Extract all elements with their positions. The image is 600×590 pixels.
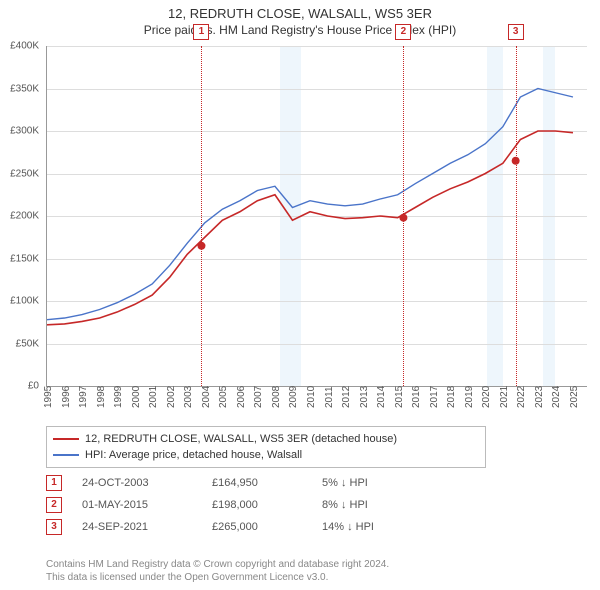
legend-row: 12, REDRUTH CLOSE, WALSALL, WS5 3ER (det…	[53, 431, 479, 447]
sale-date: 24-OCT-2003	[82, 472, 212, 494]
x-axis-label: 1996	[61, 386, 72, 408]
y-axis-label: £0	[0, 381, 39, 392]
page-title: 12, REDRUTH CLOSE, WALSALL, WS5 3ER	[0, 0, 600, 21]
x-axis-label: 2012	[341, 386, 352, 408]
sale-marker-icon: 1	[46, 475, 62, 491]
sale-vline	[201, 46, 202, 386]
x-axis-label: 2007	[253, 386, 264, 408]
y-axis-label: £400K	[0, 41, 39, 52]
sale-delta: 5% ↓ HPI	[322, 472, 384, 494]
footer-line: Contains HM Land Registry data © Crown c…	[46, 558, 389, 571]
sale-vline	[516, 46, 517, 386]
legend-label: 12, REDRUTH CLOSE, WALSALL, WS5 3ER (det…	[85, 431, 397, 447]
y-axis-label: £350K	[0, 83, 39, 94]
sale-price: £164,950	[212, 472, 322, 494]
sale-price: £198,000	[212, 494, 322, 516]
x-axis-label: 2005	[218, 386, 229, 408]
y-axis-label: £200K	[0, 211, 39, 222]
x-axis-label: 2020	[481, 386, 492, 408]
x-axis-label: 2024	[551, 386, 562, 408]
sale-vline	[403, 46, 404, 386]
series-line	[47, 89, 573, 320]
sale-marker-icon: 3	[46, 519, 62, 535]
y-axis-label: £50K	[0, 338, 39, 349]
x-axis-label: 2010	[306, 386, 317, 408]
sale-row: 1 24-OCT-2003£164,9505% ↓ HPI	[46, 472, 384, 494]
sale-marker-icon: 2	[46, 497, 62, 513]
x-axis-label: 1999	[113, 386, 124, 408]
x-axis-label: 1995	[43, 386, 54, 408]
x-axis-label: 2015	[394, 386, 405, 408]
sale-marker-box: 3	[508, 24, 524, 40]
x-axis-label: 2023	[534, 386, 545, 408]
x-axis-label: 2011	[324, 386, 335, 408]
x-axis-label: 2022	[516, 386, 527, 408]
x-axis-label: 2014	[376, 386, 387, 408]
x-axis-label: 2021	[499, 386, 510, 408]
x-axis-label: 2013	[359, 386, 370, 408]
x-axis-label: 2001	[148, 386, 159, 408]
x-axis-label: 2025	[569, 386, 580, 408]
sale-delta: 14% ↓ HPI	[322, 516, 384, 538]
x-axis-label: 2018	[446, 386, 457, 408]
x-axis-label: 2006	[236, 386, 247, 408]
y-axis-label: £300K	[0, 126, 39, 137]
x-axis-label: 2017	[429, 386, 440, 408]
legend: 12, REDRUTH CLOSE, WALSALL, WS5 3ER (det…	[46, 426, 486, 468]
x-axis-label: 2016	[411, 386, 422, 408]
sale-row: 2 01-MAY-2015£198,0008% ↓ HPI	[46, 494, 384, 516]
chart-plot: £0£50K£100K£150K£200K£250K£300K£350K£400…	[46, 46, 587, 387]
footer-line: This data is licensed under the Open Gov…	[46, 571, 389, 584]
x-axis-label: 2019	[464, 386, 475, 408]
sale-delta: 8% ↓ HPI	[322, 494, 384, 516]
sales-table: 1 24-OCT-2003£164,9505% ↓ HPI 2 01-MAY-2015…	[46, 472, 384, 538]
legend-swatch	[53, 454, 79, 456]
x-axis-label: 2002	[166, 386, 177, 408]
legend-swatch	[53, 438, 79, 440]
x-axis-label: 2009	[288, 386, 299, 408]
x-axis-label: 1998	[96, 386, 107, 408]
sale-price: £265,000	[212, 516, 322, 538]
series-line	[47, 131, 573, 325]
sale-row: 3 24-SEP-2021£265,00014% ↓ HPI	[46, 516, 384, 538]
x-axis-label: 1997	[78, 386, 89, 408]
y-axis-label: £250K	[0, 168, 39, 179]
x-axis-label: 2003	[183, 386, 194, 408]
sale-marker-box: 1	[193, 24, 209, 40]
chart-lines	[47, 46, 587, 386]
x-axis-label: 2000	[131, 386, 142, 408]
legend-label: HPI: Average price, detached house, Wals…	[85, 447, 302, 463]
y-axis-label: £150K	[0, 253, 39, 264]
x-axis-label: 2008	[271, 386, 282, 408]
footer: Contains HM Land Registry data © Crown c…	[46, 558, 389, 584]
y-axis-label: £100K	[0, 296, 39, 307]
x-axis-label: 2004	[201, 386, 212, 408]
sale-date: 01-MAY-2015	[82, 494, 212, 516]
legend-row: HPI: Average price, detached house, Wals…	[53, 447, 479, 463]
sale-date: 24-SEP-2021	[82, 516, 212, 538]
sale-marker-box: 2	[395, 24, 411, 40]
chart: £0£50K£100K£150K£200K£250K£300K£350K£400…	[46, 46, 586, 416]
